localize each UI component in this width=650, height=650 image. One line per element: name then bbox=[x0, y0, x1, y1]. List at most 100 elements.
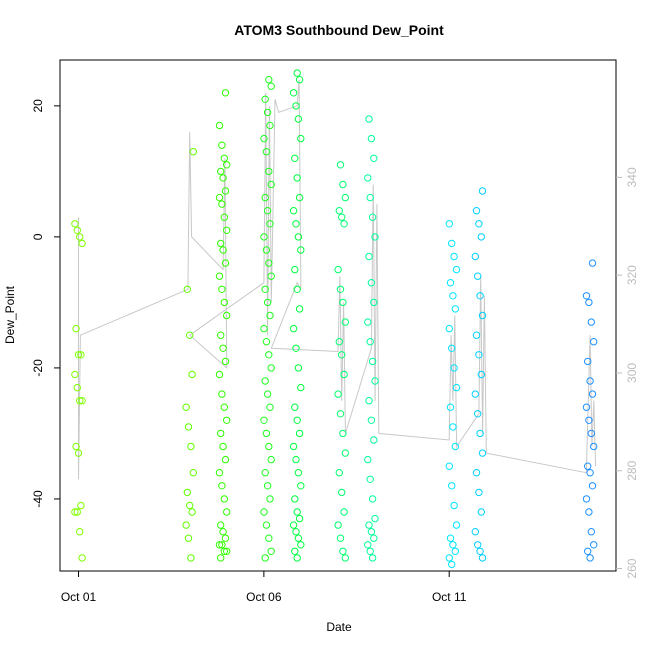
data-point bbox=[260, 134, 268, 143]
data-point bbox=[476, 547, 484, 555]
line-series-group bbox=[78, 79, 597, 480]
data-point bbox=[217, 331, 225, 339]
data-point bbox=[186, 331, 194, 339]
data-point bbox=[365, 252, 373, 261]
data-point bbox=[73, 508, 82, 516]
data-point bbox=[71, 220, 79, 228]
data-point bbox=[475, 220, 483, 228]
data-point bbox=[445, 554, 453, 562]
data-point bbox=[364, 174, 372, 182]
data-point bbox=[267, 180, 275, 189]
data-point bbox=[364, 455, 372, 464]
data-point bbox=[221, 455, 230, 464]
data-point bbox=[263, 482, 272, 490]
data-point bbox=[366, 547, 374, 555]
data-point bbox=[266, 403, 274, 411]
data-point bbox=[262, 148, 271, 156]
data-point bbox=[452, 521, 461, 529]
data-point bbox=[446, 279, 455, 287]
scatter-points-group bbox=[71, 69, 598, 569]
data-point bbox=[265, 259, 273, 267]
data-point bbox=[183, 285, 192, 293]
data-point bbox=[261, 377, 269, 385]
data-point bbox=[219, 442, 227, 451]
data-point bbox=[187, 442, 195, 451]
data-point bbox=[266, 495, 274, 503]
data-point bbox=[218, 141, 226, 149]
data-point bbox=[182, 521, 190, 529]
data-point bbox=[267, 82, 275, 90]
data-point bbox=[215, 541, 224, 549]
data-point bbox=[476, 429, 484, 438]
data-point bbox=[448, 239, 456, 248]
data-point bbox=[474, 410, 482, 418]
data-point bbox=[215, 469, 224, 477]
data-point bbox=[218, 200, 226, 208]
data-point bbox=[223, 547, 231, 555]
data-point bbox=[76, 397, 84, 405]
data-point bbox=[71, 370, 79, 379]
data-point bbox=[445, 220, 453, 228]
dew-point-line bbox=[78, 79, 597, 480]
data-point bbox=[289, 89, 298, 97]
data-point bbox=[217, 167, 225, 176]
x-axis-label: Date bbox=[326, 620, 352, 634]
data-point bbox=[292, 455, 300, 464]
data-point bbox=[371, 514, 379, 523]
data-point bbox=[217, 521, 225, 529]
data-point bbox=[218, 285, 226, 293]
data-point bbox=[336, 410, 345, 418]
data-point bbox=[335, 338, 343, 346]
data-point bbox=[478, 449, 487, 457]
data-point bbox=[220, 213, 229, 221]
data-point bbox=[262, 246, 271, 254]
data-point bbox=[292, 344, 300, 352]
data-point bbox=[293, 285, 301, 293]
data-point bbox=[367, 528, 376, 536]
data-point bbox=[336, 161, 345, 169]
data-point bbox=[291, 403, 299, 411]
y-tick-label: 0 bbox=[31, 233, 45, 240]
data-point bbox=[366, 193, 374, 202]
plot-frame bbox=[59, 59, 617, 572]
data-point bbox=[266, 311, 274, 320]
data-point bbox=[292, 102, 300, 110]
data-point bbox=[220, 403, 229, 411]
data-point bbox=[78, 397, 86, 405]
data-point bbox=[295, 193, 304, 202]
data-point bbox=[339, 429, 347, 438]
data-point bbox=[187, 554, 195, 562]
y-axis-label: Dew_Point bbox=[3, 285, 17, 344]
data-point bbox=[452, 383, 461, 392]
data-point bbox=[590, 338, 598, 346]
data-point bbox=[364, 541, 372, 549]
data-point bbox=[186, 501, 194, 510]
data-point bbox=[370, 436, 378, 444]
data-point bbox=[263, 390, 272, 398]
data-point bbox=[472, 207, 481, 215]
data-point bbox=[295, 305, 304, 313]
data-point bbox=[262, 521, 271, 529]
data-point bbox=[338, 213, 346, 221]
data-point bbox=[294, 364, 303, 372]
data-point bbox=[221, 259, 230, 267]
data-point bbox=[223, 311, 231, 320]
data-point bbox=[368, 213, 377, 221]
y2-tick-label: 300 bbox=[625, 363, 639, 383]
data-point bbox=[334, 390, 342, 398]
data-point bbox=[341, 318, 349, 326]
data-point bbox=[262, 429, 271, 438]
data-point bbox=[449, 292, 457, 300]
data-point bbox=[260, 324, 268, 333]
data-point bbox=[261, 285, 269, 293]
data-point bbox=[297, 541, 305, 549]
data-point bbox=[371, 233, 379, 241]
data-point bbox=[221, 534, 230, 542]
data-point bbox=[74, 351, 83, 359]
data-point bbox=[370, 298, 378, 307]
data-point bbox=[339, 547, 347, 555]
data-point bbox=[582, 292, 591, 300]
data-point bbox=[76, 528, 84, 536]
data-point bbox=[220, 154, 229, 163]
data-point bbox=[218, 390, 226, 398]
